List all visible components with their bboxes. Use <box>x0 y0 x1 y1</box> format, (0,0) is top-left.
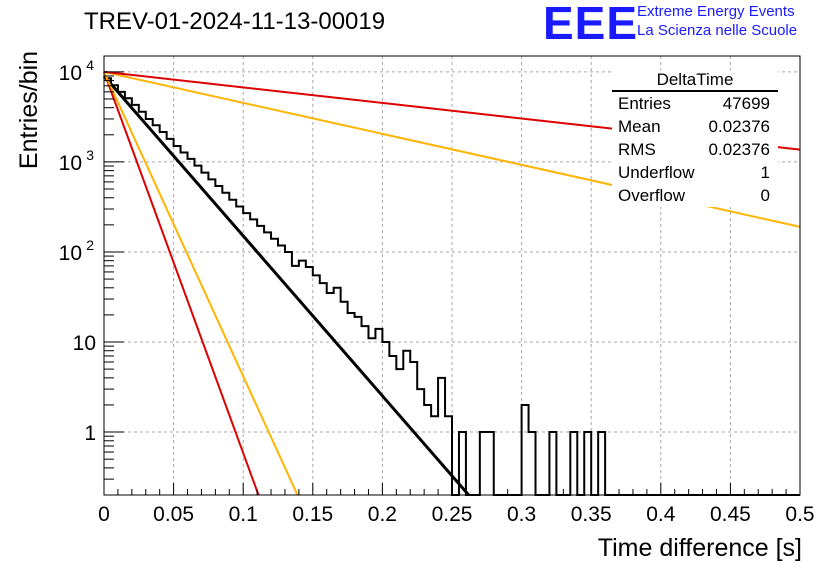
fit-line <box>103 71 299 496</box>
stats-row-entries: Entries 47699 <box>612 92 778 115</box>
y-tick-label: 1 <box>84 422 96 445</box>
y-tick-exponent: 2 <box>86 237 94 253</box>
stats-label: Mean <box>618 117 661 136</box>
x-tick-label: 0.05 <box>153 503 194 526</box>
x-tick-label: 0.25 <box>432 503 473 526</box>
stats-label: RMS <box>618 140 656 159</box>
stats-row-rms: RMS 0.02376 <box>612 138 778 161</box>
x-tick-label: 0.4 <box>646 503 676 526</box>
x-axis-label: Time difference [s] <box>597 534 802 562</box>
x-tick-label: 0.45 <box>710 503 751 526</box>
fit-line <box>102 74 470 496</box>
y-axis-label: Entries/bin <box>15 50 43 170</box>
eee-logo-line2: La Scienza nelle Scuole <box>637 22 798 39</box>
stats-value: 47699 <box>722 94 770 113</box>
stats-label: Overflow <box>618 186 686 205</box>
fit-line <box>103 71 260 496</box>
y-tick-exponent: 4 <box>86 57 94 73</box>
stats-title: DeltaTime <box>612 70 778 92</box>
x-tick-label: 0.15 <box>292 503 333 526</box>
x-axis-ticks: 0 0.05 0.1 0.15 0.2 0.25 0.3 0.35 0.4 0.45 0.5 <box>98 483 815 526</box>
stats-row-mean: Mean 0.02376 <box>612 115 778 138</box>
stats-row-underflow: Underflow 1 <box>612 161 778 184</box>
x-tick-label: 0.5 <box>785 503 814 526</box>
x-tick-label: 0.35 <box>571 503 612 526</box>
stats-label: Entries <box>618 94 671 113</box>
eee-logo-line1: Extreme Energy Events <box>637 3 795 20</box>
stats-box: DeltaTime Entries 47699 Mean 0.02376 RMS… <box>612 70 778 207</box>
chart-title: TREV-01-2024-11-13-00019 <box>84 8 386 35</box>
stats-value: 0.02376 <box>708 140 770 159</box>
stats-label: Underflow <box>618 163 695 182</box>
stats-value: 0.02376 <box>708 117 770 136</box>
stats-value: 1 <box>760 163 770 182</box>
y-tick-label: 10 <box>59 62 82 85</box>
stats-row-overflow: Overflow 0 <box>612 184 778 207</box>
x-tick-label: 0.1 <box>229 503 258 526</box>
x-tick-label: 0 <box>98 503 110 526</box>
y-tick-label: 10 <box>59 242 82 265</box>
x-tick-label: 0.2 <box>368 503 397 526</box>
stats-value: 0 <box>760 186 770 205</box>
eee-logo: EEE <box>543 0 639 49</box>
y-tick-label: 10 <box>59 152 82 175</box>
x-tick-label: 0.3 <box>507 503 536 526</box>
y-tick-label: 10 <box>73 332 96 355</box>
y-tick-exponent: 3 <box>86 147 94 163</box>
